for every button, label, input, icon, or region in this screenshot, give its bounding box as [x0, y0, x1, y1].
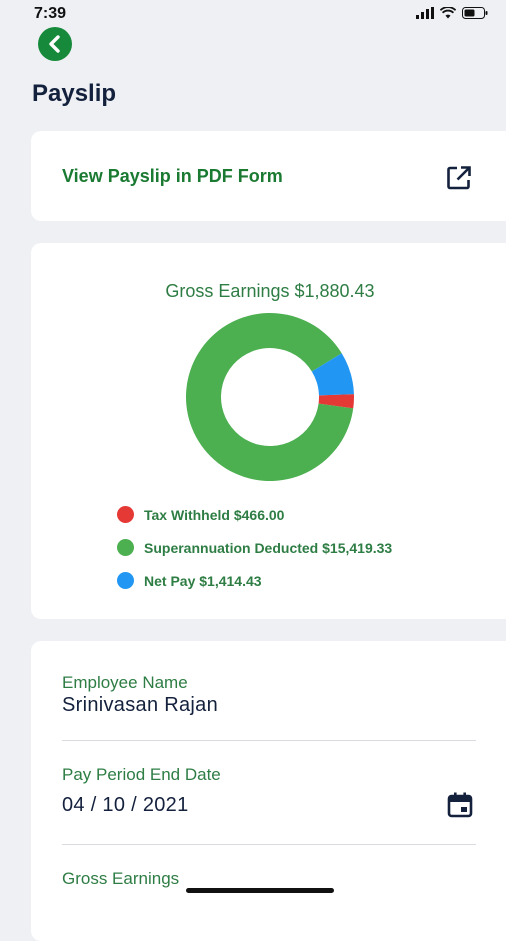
legend-dot-tax	[117, 506, 134, 523]
legend-item-tax: Tax Withheld $466.00	[117, 498, 392, 531]
slice-superannuation	[186, 313, 354, 481]
home-indicator	[186, 888, 334, 893]
legend-label-tax: Tax Withheld $466.00	[144, 506, 285, 523]
view-pdf-link[interactable]: View Payslip in PDF Form	[62, 166, 283, 186]
employee-name-label: Employee Name	[62, 673, 188, 692]
employee-name-value: Srinivasan Rajan	[62, 694, 218, 716]
external-link-icon[interactable]	[445, 164, 473, 192]
back-button[interactable]	[38, 27, 72, 61]
legend-dot-superannuation	[117, 539, 134, 556]
divider	[62, 740, 476, 741]
pay-period-value[interactable]: 04 / 10 / 2021	[62, 794, 189, 816]
earnings-donut-chart	[186, 313, 354, 481]
chart-legend: Tax Withheld $466.00 Superannuation Dedu…	[117, 498, 392, 597]
chevron-left-icon	[49, 35, 60, 53]
divider	[62, 844, 476, 845]
status-time: 7:39	[34, 5, 67, 22]
status-icons	[416, 7, 488, 19]
legend-label-superannuation: Superannuation Deducted $15,419.33	[144, 539, 393, 556]
legend-label-net-pay: Net Pay $1,414.43	[144, 572, 262, 589]
calendar-icon[interactable]	[446, 791, 474, 819]
slice-net-pay	[311, 353, 354, 396]
wifi-icon	[440, 7, 456, 19]
pay-period-label: Pay Period End Date	[62, 765, 221, 784]
battery-icon	[462, 7, 488, 19]
legend-item-net-pay: Net Pay $1,414.43	[117, 564, 392, 597]
legend-item-superannuation: Superannuation Deducted $15,419.33	[117, 531, 392, 564]
page-title: Payslip	[32, 80, 117, 107]
view-pdf-card[interactable]: View Payslip in PDF Form	[31, 131, 506, 221]
cellular-signal-icon	[416, 7, 434, 19]
chart-title: Gross Earnings $1,880.43	[165, 281, 375, 301]
gross-earnings-label: Gross Earnings	[62, 869, 180, 888]
earnings-chart-card: Gross Earnings $1,880.43 Tax Withheld $4…	[31, 243, 506, 619]
status-bar: 7:39	[0, 0, 506, 28]
legend-dot-net-pay	[117, 572, 134, 589]
slice-tax	[318, 394, 354, 409]
employee-details-card: Employee Name Srinivasan Rajan Pay Perio…	[31, 641, 506, 941]
